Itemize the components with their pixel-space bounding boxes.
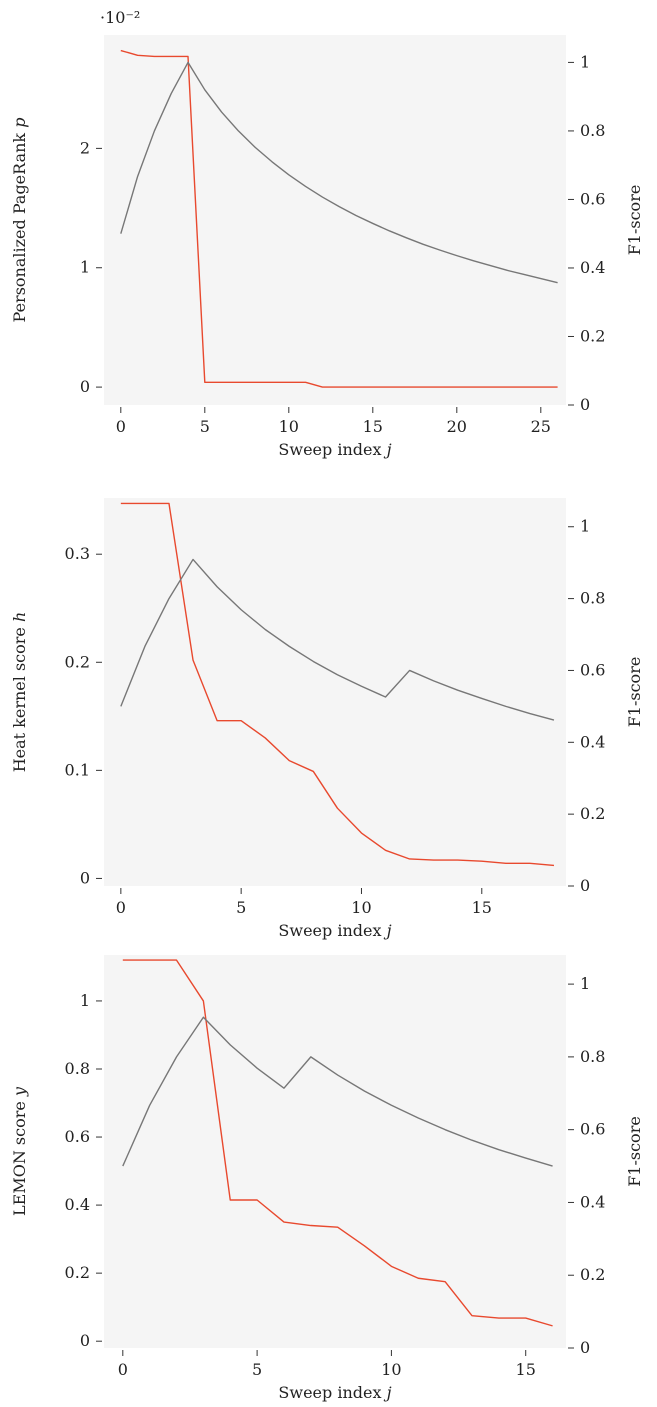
y2-tick-label: 0.6 [580, 1120, 605, 1139]
x-axis-label: Sweep index j [278, 1383, 391, 1402]
y2-tick-label: 0.6 [580, 660, 605, 679]
y2-tick-label: 0 [580, 395, 590, 414]
plot-area [104, 955, 566, 1348]
y2-axis-label: F1-score [625, 657, 644, 728]
x-tick-label: 5 [200, 417, 210, 436]
y2-tick-label: 0.2 [580, 326, 605, 345]
y-tick-label: 0 [80, 868, 90, 887]
y2-tick-label: 0.8 [580, 1047, 605, 1066]
series-line-left [122, 959, 553, 1327]
x-axis-label: Sweep index j [278, 440, 391, 459]
x-tick-label: 5 [252, 1360, 262, 1379]
x-tick-label: 10 [351, 898, 371, 917]
y2-tick-label: 0 [580, 876, 590, 895]
y-exponent-label: ·10⁻² [100, 8, 140, 27]
y2-tick-label: 0.4 [580, 1192, 605, 1211]
y-tick-label: 0.8 [65, 1059, 90, 1078]
y2-tick-label: 0.6 [580, 189, 605, 208]
plot-area [104, 498, 566, 886]
chart-panel-3: 0 5 10 1500.20.40.60.8100.20.40.60.81Sweep … [10, 955, 644, 1402]
y-tick-label: 0 [80, 1331, 90, 1350]
y-tick-label: 1 [80, 258, 90, 277]
y-tick-label: 0.2 [65, 652, 90, 671]
x-axis-label: Sweep index j [278, 921, 391, 940]
y-tick-label: 0 [80, 377, 90, 396]
x-tick-label: 5 [236, 898, 246, 917]
series-line-left [120, 502, 555, 867]
x-tick-label: 20 [447, 417, 467, 436]
plot-area [104, 35, 566, 405]
chart-panel-2: 0 5 10 15 0 0.1 0.2 0.3 0 0.2 0.4 0.6 0.8 1 Sweep inde… [10, 498, 644, 940]
y-axis-label: Heat kernel score h [10, 612, 29, 773]
y-axis-label: Personalized PageRank p [10, 118, 29, 323]
y2-tick-label: 0.8 [580, 589, 605, 608]
x-tick-label: 15 [516, 1360, 536, 1379]
y-tick-label: 0.2 [65, 1263, 90, 1282]
y2-tick-label: 0.2 [580, 804, 605, 823]
x-tick-label: 10 [279, 417, 299, 436]
series-line-right [120, 558, 555, 721]
x-tick-label: 15 [363, 417, 383, 436]
y-tick-label: 1 [80, 991, 90, 1010]
y-tick-label: 0.1 [65, 760, 90, 779]
y-tick-label: 0.6 [65, 1127, 90, 1146]
y-tick-label: 0.4 [65, 1195, 90, 1214]
x-tick-label: 0 [116, 417, 126, 436]
y2-axis-label: F1-score [625, 185, 644, 256]
y-tick-label: 0.3 [65, 544, 90, 563]
x-tick-label: 15 [472, 898, 492, 917]
y2-tick-label: 0.4 [580, 258, 605, 277]
x-tick-label: 25 [531, 417, 551, 436]
y2-tick-label: 0.2 [580, 1265, 605, 1284]
y2-axis-label: F1-score [625, 1116, 644, 1187]
x-tick-label: 10 [381, 1360, 401, 1379]
y2-tick-label: 0 [580, 1338, 590, 1357]
y2-tick-label: 1 [580, 517, 590, 536]
y2-tick-label: 1 [580, 974, 590, 993]
x-tick-label: 0 [118, 1360, 128, 1379]
series-line-left [120, 49, 558, 388]
y2-tick-label: 1 [580, 52, 590, 71]
y-tick-label: 2 [80, 138, 90, 157]
y2-tick-label: 0.8 [580, 121, 605, 140]
series-line-right [120, 61, 558, 284]
x-tick-label: 0 [116, 898, 126, 917]
y-axis-label: LEMON score y [10, 1086, 29, 1216]
series-line-right [122, 1016, 553, 1167]
y2-tick-label: 0.4 [580, 732, 605, 751]
